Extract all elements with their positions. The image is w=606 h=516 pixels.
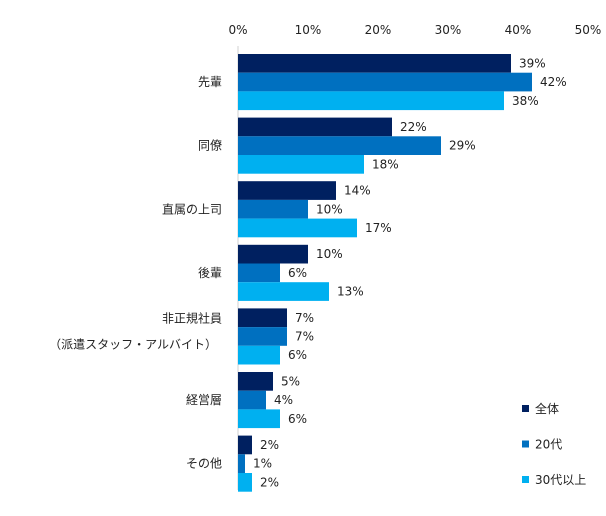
bar-全体 (238, 54, 511, 73)
legend-label: 30代以上 (535, 473, 586, 487)
data-label: 14% (344, 184, 371, 198)
bar-20代 (238, 72, 532, 92)
x-tick-label: 50% (575, 23, 602, 37)
legend-swatch (522, 440, 529, 448)
legend-swatch (522, 476, 529, 483)
x-tick-label: 40% (505, 23, 532, 37)
bar-30代以上 (238, 473, 252, 492)
data-label: 1% (253, 457, 272, 471)
bar-全体 (238, 435, 252, 455)
data-label: 42% (540, 75, 567, 89)
data-label: 5% (281, 374, 300, 388)
x-tick-label: 20% (365, 23, 392, 37)
x-tick-label: 0% (228, 23, 247, 37)
bar-30代以上 (238, 155, 364, 174)
data-label: 17% (365, 221, 392, 235)
data-label: 22% (400, 120, 427, 134)
bar-全体 (238, 117, 392, 137)
data-label: 29% (449, 139, 476, 153)
bar-全体 (238, 372, 273, 391)
data-label: 39% (519, 56, 546, 70)
data-label: 18% (372, 157, 399, 171)
legend-label: 全体 (535, 401, 559, 416)
data-label: 7% (295, 311, 314, 325)
category-label: 非正規社員 (162, 310, 222, 325)
data-label: 6% (288, 348, 307, 362)
data-label: 6% (288, 266, 307, 280)
bar-全体 (238, 181, 336, 200)
x-tick-label: 10% (295, 23, 322, 37)
bar-20代 (238, 263, 280, 283)
bar-30代以上 (238, 409, 280, 429)
category-label: 同僚 (198, 138, 222, 153)
legend-label: 20代 (535, 438, 562, 452)
bar-20代 (238, 199, 308, 219)
category-label: その他 (186, 457, 222, 471)
data-label: 4% (274, 393, 293, 407)
data-label: 10% (316, 202, 343, 216)
data-label: 38% (512, 94, 539, 108)
category-label: 経営層 (186, 393, 222, 407)
data-label: 6% (288, 412, 307, 426)
bar-20代 (238, 327, 287, 346)
bar-30代以上 (238, 218, 357, 238)
data-label: 7% (295, 329, 314, 343)
data-label: 2% (260, 475, 279, 489)
bar-20代 (238, 136, 441, 155)
x-tick-label: 30% (435, 23, 462, 37)
category-label: 後輩 (198, 265, 222, 280)
category-label: 直属の上司 (162, 202, 222, 216)
data-label: 10% (316, 247, 343, 261)
bar-全体 (238, 244, 308, 264)
data-label: 2% (260, 438, 279, 452)
bar-20代 (238, 454, 245, 473)
bar-30代以上 (238, 91, 504, 111)
bar-20代 (238, 390, 266, 410)
bar-30代以上 (238, 282, 329, 301)
legend-swatch (522, 405, 529, 412)
bar-全体 (238, 308, 287, 328)
category-label: 先輩 (198, 74, 222, 89)
bar-30代以上 (238, 345, 280, 365)
category-label: （派遣スタッフ・アルバイト） (49, 336, 217, 351)
data-label: 13% (337, 285, 364, 299)
